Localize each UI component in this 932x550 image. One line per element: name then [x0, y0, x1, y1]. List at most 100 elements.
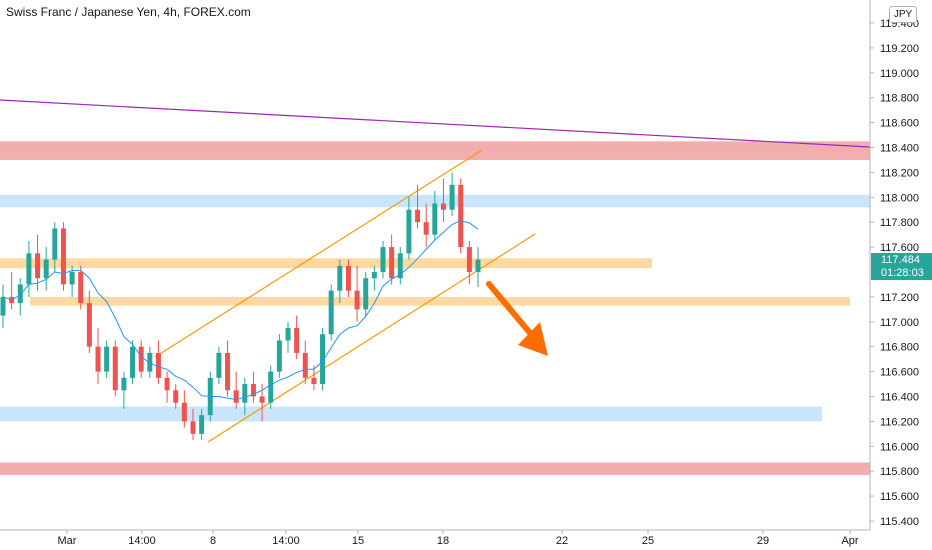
candle-body [155, 352, 161, 378]
candle-body [440, 203, 446, 210]
candle-body [259, 396, 265, 403]
price-zones [0, 141, 870, 475]
time-tick-label: 29 [757, 535, 769, 547]
candle [276, 334, 282, 378]
candle-body [121, 377, 127, 391]
candle-body [397, 253, 403, 279]
candles [0, 172, 481, 441]
price-tick-label: 116.800 [880, 342, 919, 354]
time-tick-label: 14:00 [272, 535, 300, 547]
candle [173, 384, 179, 409]
zone-orange [0, 258, 652, 269]
price-tick-label: 116.400 [880, 392, 919, 404]
time-tick-label: Apr [841, 535, 858, 547]
candle-body [60, 228, 66, 285]
candle-body [35, 253, 41, 279]
candle [397, 247, 403, 285]
time-tick-label: 25 [642, 535, 654, 547]
candle-body [69, 272, 75, 285]
candle-body [26, 253, 32, 285]
candle [458, 178, 464, 254]
candle [320, 328, 326, 391]
zone-orange [30, 296, 850, 306]
candle-body [337, 265, 343, 291]
candle-body [415, 209, 421, 223]
moving-average [2, 220, 479, 401]
candle [181, 390, 187, 428]
currency-label[interactable]: JPY [889, 6, 917, 23]
candle [432, 191, 438, 241]
candle-body [147, 352, 153, 372]
candle-body [250, 384, 256, 397]
candle [423, 203, 429, 248]
candle-body [406, 209, 412, 254]
forecast-arrow-head [518, 322, 548, 356]
candle [147, 346, 153, 378]
channel-upper [154, 149, 483, 358]
candle [0, 284, 6, 329]
candle [449, 172, 455, 216]
candle [406, 197, 412, 260]
price-tick-label: 117.800 [880, 217, 919, 229]
time-tick-label: 18 [437, 535, 449, 547]
candle-body [78, 272, 84, 304]
candle [440, 178, 446, 223]
time-axis: Mar 14:00 8 14:00 15 18 22 25 29 Apr [58, 530, 859, 547]
price-tick-label: 118.200 [880, 167, 919, 179]
candle [415, 184, 421, 229]
candle [43, 247, 49, 291]
candle-body [294, 328, 300, 353]
time-tick-label: Mar [58, 535, 77, 547]
candle [17, 278, 23, 316]
candle-body [130, 346, 136, 378]
candle [466, 240, 472, 285]
price-tick-label: 118.000 [880, 192, 919, 204]
candle-body [0, 296, 6, 316]
candle-body [52, 228, 58, 260]
candle [354, 265, 360, 322]
candle [199, 408, 205, 441]
last-price: 117.484 [881, 254, 920, 266]
candle-body [225, 352, 231, 391]
candle [69, 265, 75, 297]
time-tick-label: 22 [556, 535, 568, 547]
candle-body [320, 334, 326, 385]
price-tick-label: 115.400 [880, 516, 919, 528]
candle [26, 240, 32, 297]
candle-body [345, 265, 351, 291]
candle-body [475, 259, 481, 272]
candle-body [363, 278, 369, 310]
candle-body [354, 290, 360, 310]
candle [9, 272, 15, 310]
candle-body [389, 247, 395, 279]
bar-countdown: 01:28:03 [881, 267, 924, 279]
price-tick-label: 119.000 [880, 68, 919, 80]
candle-body [199, 415, 205, 434]
candle-body [138, 346, 144, 372]
price-tick-label: 116.200 [880, 416, 919, 428]
price-tick-label: 115.800 [880, 466, 919, 478]
price-tick-label: 116.000 [880, 441, 919, 453]
candle [242, 377, 248, 416]
candle [60, 222, 66, 291]
candle-body [164, 377, 170, 391]
candle-body [276, 340, 282, 372]
time-tick-label: 8 [210, 535, 216, 547]
candle-body [371, 272, 377, 279]
candle-body [112, 346, 118, 391]
zone-red [0, 141, 870, 160]
candle [225, 340, 231, 397]
price-axis: 119.400119.200119.000118.800118.600118.4… [0, 0, 919, 531]
candle-body [242, 384, 248, 403]
candle [285, 321, 291, 353]
candle-body [86, 303, 92, 347]
candle [121, 371, 127, 409]
price-tick-label: 119.200 [880, 43, 919, 55]
zone-red [0, 462, 870, 475]
candle [112, 340, 118, 397]
price-tick-label: 118.600 [880, 118, 919, 130]
candle-body [285, 328, 291, 341]
chart-title: Swiss Franc / Japanese Yen, 4h, FOREX.co… [6, 5, 251, 19]
